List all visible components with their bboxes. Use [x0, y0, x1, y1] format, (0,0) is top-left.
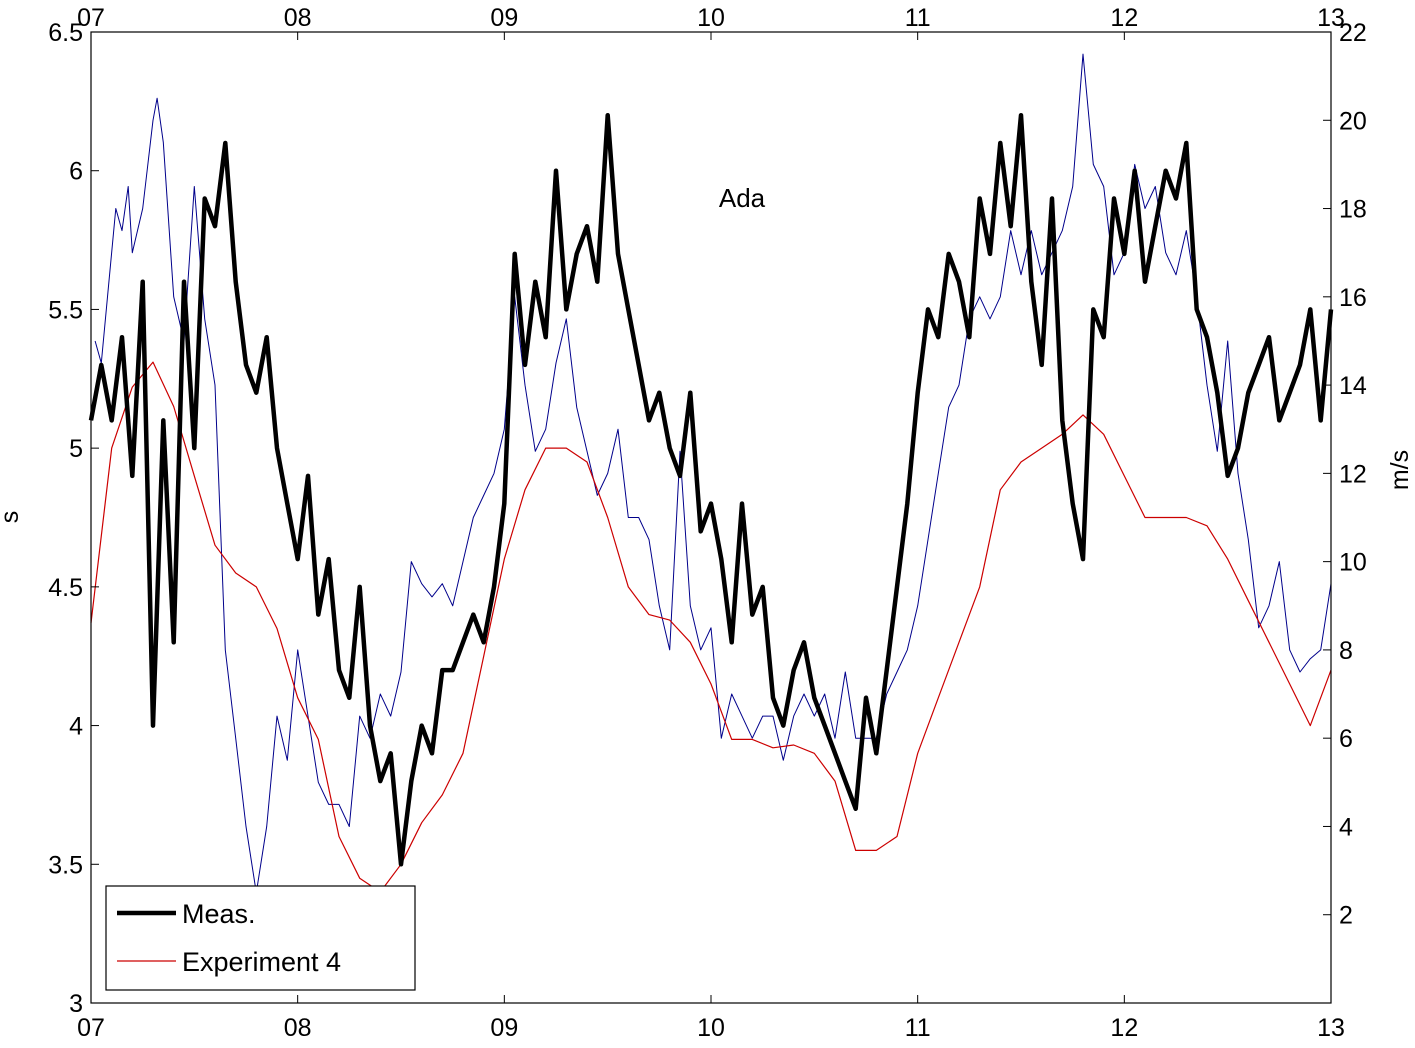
y-left-tick-label: 5.5: [48, 296, 83, 324]
y-right-tick-label: 22: [1339, 19, 1367, 47]
y-right-tick-label: 16: [1339, 284, 1367, 312]
chart-annotation: Ada: [719, 183, 766, 213]
x-tick-label-top: 13: [1317, 4, 1345, 32]
y-right-tick-label: 10: [1339, 549, 1367, 577]
series-line-wind: [94, 53, 1332, 894]
y-left-tick-label: 3: [69, 990, 83, 1018]
series-line-meas: [88, 112, 1334, 867]
x-tick-label-top: 10: [697, 4, 725, 32]
series-line-experiment-4: [90, 361, 1332, 893]
y-left-axis-label: s: [0, 511, 24, 524]
x-tick-label-top: 09: [490, 4, 518, 32]
legend-label-meas: Meas.: [182, 899, 256, 929]
y-right-tick-label: 20: [1339, 107, 1367, 135]
y-right-tick-label: 14: [1339, 372, 1367, 400]
legend: Meas. Experiment 4: [105, 885, 416, 991]
x-tick-label-bottom: 13: [1317, 1014, 1345, 1042]
y-left-tick-label: 4: [69, 713, 83, 741]
y-right-tick-label: 8: [1339, 637, 1353, 665]
y-right-tick-label: 6: [1339, 725, 1353, 753]
x-tick-label-top: 08: [284, 4, 312, 32]
x-tick-label-bottom: 11: [905, 1014, 931, 1042]
x-tick-label-bottom: 10: [697, 1014, 725, 1042]
x-tick-label-bottom: 09: [490, 1014, 518, 1042]
x-tick-label-top: 11: [905, 4, 931, 32]
y-right-tick-label: 4: [1339, 813, 1353, 841]
x-tick-label-bottom: 08: [284, 1014, 312, 1042]
y-left-tick-label: 6: [69, 158, 83, 186]
x-tick-label-bottom: 07: [77, 1014, 105, 1042]
y-right-axis-label: m/s: [1386, 450, 1414, 490]
x-tick-label-bottom: 12: [1110, 1014, 1138, 1042]
y-left-tick-label: 4.5: [48, 574, 83, 602]
y-right-tick-label: 12: [1339, 460, 1367, 488]
y-left-tick-label: 6.5: [48, 19, 83, 47]
x-tick-label-top: 12: [1110, 4, 1138, 32]
x-tick-label-top: 07: [77, 4, 105, 32]
y-right-tick-label: 18: [1339, 196, 1367, 224]
y-left-tick-label: 3.5: [48, 851, 83, 879]
y-left-tick-label: 5: [69, 435, 83, 463]
ticks-layer: 07 07 08 08 09 09 10 10 11 11 12 12 13 13 3 3.5 4 4.5 5 5.5…: [48, 4, 1367, 1042]
series-layer: [88, 53, 1334, 894]
legend-box: [105, 885, 416, 991]
legend-label-exp4: Experiment 4: [182, 947, 341, 977]
y-right-tick-label: 2: [1339, 902, 1353, 930]
